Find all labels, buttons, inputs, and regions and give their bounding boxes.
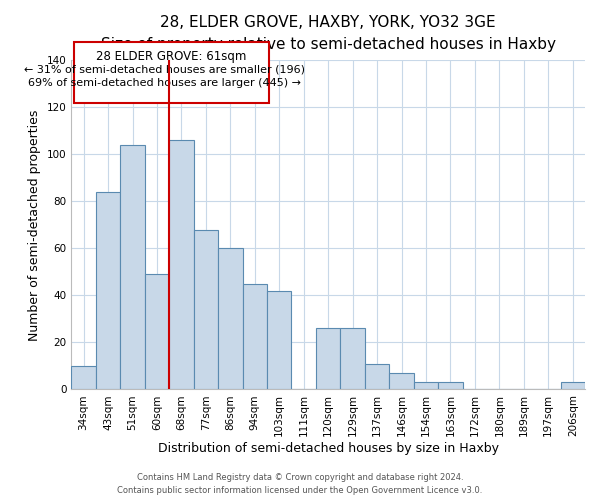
Bar — [242, 284, 267, 390]
Bar — [365, 364, 389, 390]
Text: ← 31% of semi-detached houses are smaller (196): ← 31% of semi-detached houses are smalle… — [24, 64, 305, 74]
Bar — [194, 230, 218, 390]
Text: 28 ELDER GROVE: 61sqm: 28 ELDER GROVE: 61sqm — [97, 50, 247, 64]
Bar — [267, 290, 292, 390]
Bar — [96, 192, 120, 390]
Bar — [560, 382, 585, 390]
Text: Contains HM Land Registry data © Crown copyright and database right 2024.
Contai: Contains HM Land Registry data © Crown c… — [118, 474, 482, 495]
Bar — [438, 382, 463, 390]
Bar — [414, 382, 438, 390]
Bar — [120, 145, 145, 390]
FancyBboxPatch shape — [74, 42, 269, 102]
Y-axis label: Number of semi-detached properties: Number of semi-detached properties — [28, 109, 41, 340]
X-axis label: Distribution of semi-detached houses by size in Haxby: Distribution of semi-detached houses by … — [158, 442, 499, 455]
Bar — [145, 274, 169, 390]
Bar — [218, 248, 242, 390]
Bar — [389, 373, 414, 390]
Bar — [71, 366, 96, 390]
Title: 28, ELDER GROVE, HAXBY, YORK, YO32 3GE
Size of property relative to semi-detache: 28, ELDER GROVE, HAXBY, YORK, YO32 3GE S… — [101, 15, 556, 52]
Bar — [316, 328, 340, 390]
Text: 69% of semi-detached houses are larger (445) →: 69% of semi-detached houses are larger (… — [28, 78, 301, 88]
Bar — [169, 140, 194, 390]
Bar — [340, 328, 365, 390]
